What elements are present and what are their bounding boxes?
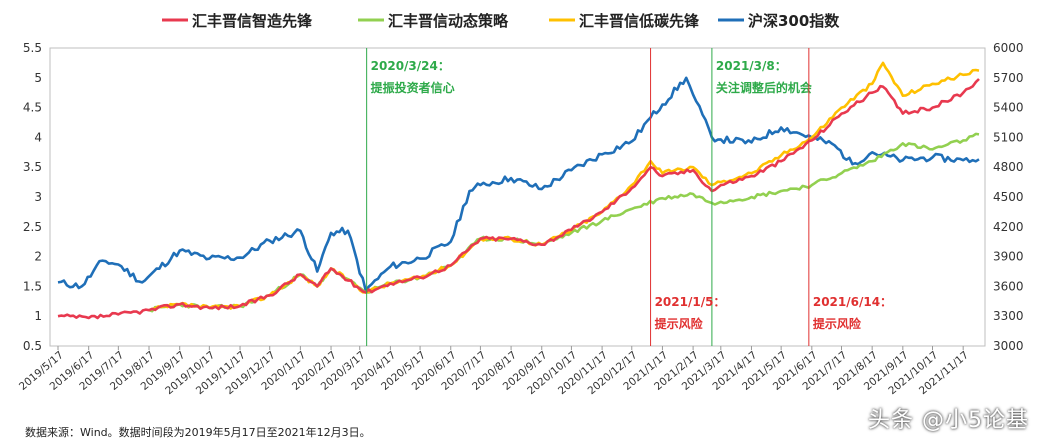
y-right-tick-label: 5100 xyxy=(993,130,1024,144)
annotation-date-label: 2021/3/8： xyxy=(716,59,787,73)
y-left-tick-label: 5 xyxy=(34,71,42,85)
annotation-text: 提振投资者信心 xyxy=(371,80,455,95)
series-line-low-carbon xyxy=(148,61,980,312)
annotation-text: 提示风险 xyxy=(655,316,704,331)
legend-label: 汇丰晋信智造先锋 xyxy=(192,12,313,30)
watermark: 头条 @小5论基 xyxy=(868,408,1029,433)
y-right-tick-label: 4800 xyxy=(993,160,1024,174)
y-right-tick-label: 5700 xyxy=(993,71,1024,85)
y-left-tick-label: 3 xyxy=(34,190,42,204)
y-right-tick-label: 4500 xyxy=(993,190,1024,204)
plot-area-frame xyxy=(49,47,986,347)
y-right-tick-label: 5400 xyxy=(993,101,1024,115)
series-line-smart-manufacturing xyxy=(57,78,980,320)
annotation-date-label: 2021/1/5： xyxy=(655,295,726,309)
series-line-dynamic-strategy xyxy=(148,132,980,313)
y-left-tick-label: 5.5 xyxy=(23,41,42,55)
data-source-note: 数据来源：Wind。数据时间段为2019年5月17日至2021年12月3日。 xyxy=(25,426,371,439)
y-left-tick-label: 1 xyxy=(34,309,42,323)
y-left-tick-label: 2 xyxy=(34,250,42,264)
y-right-tick-label: 3000 xyxy=(993,339,1024,353)
y-right-tick-label: 6000 xyxy=(993,41,1024,55)
y-right-tick-label: 3300 xyxy=(993,309,1024,323)
annotation-date-label: 2020/3/24： xyxy=(371,59,450,73)
annotation-text: 提示风险 xyxy=(813,316,862,331)
y-left-tick-label: 1.5 xyxy=(23,279,42,293)
y-right-tick-label: 3900 xyxy=(993,250,1024,264)
legend-label: 沪深300指数 xyxy=(748,12,840,30)
legend-label: 汇丰晋信动态策略 xyxy=(388,12,509,30)
y-left-tick-label: 2.5 xyxy=(23,220,42,234)
annotation-text: 关注调整后的机会 xyxy=(716,80,813,95)
y-right-tick-label: 3600 xyxy=(993,279,1024,293)
y-left-tick-label: 4 xyxy=(34,130,42,144)
legend-label: 汇丰晋信低碳先锋 xyxy=(579,12,700,30)
y-right-tick-label: 4200 xyxy=(993,220,1024,234)
y-left-tick-label: 0.5 xyxy=(23,339,42,353)
y-left-tick-label: 4.5 xyxy=(23,101,42,115)
y-left-tick-label: 3.5 xyxy=(23,160,42,174)
series-line-csi300 xyxy=(57,76,980,292)
annotation-date-label: 2021/6/14： xyxy=(813,295,892,309)
